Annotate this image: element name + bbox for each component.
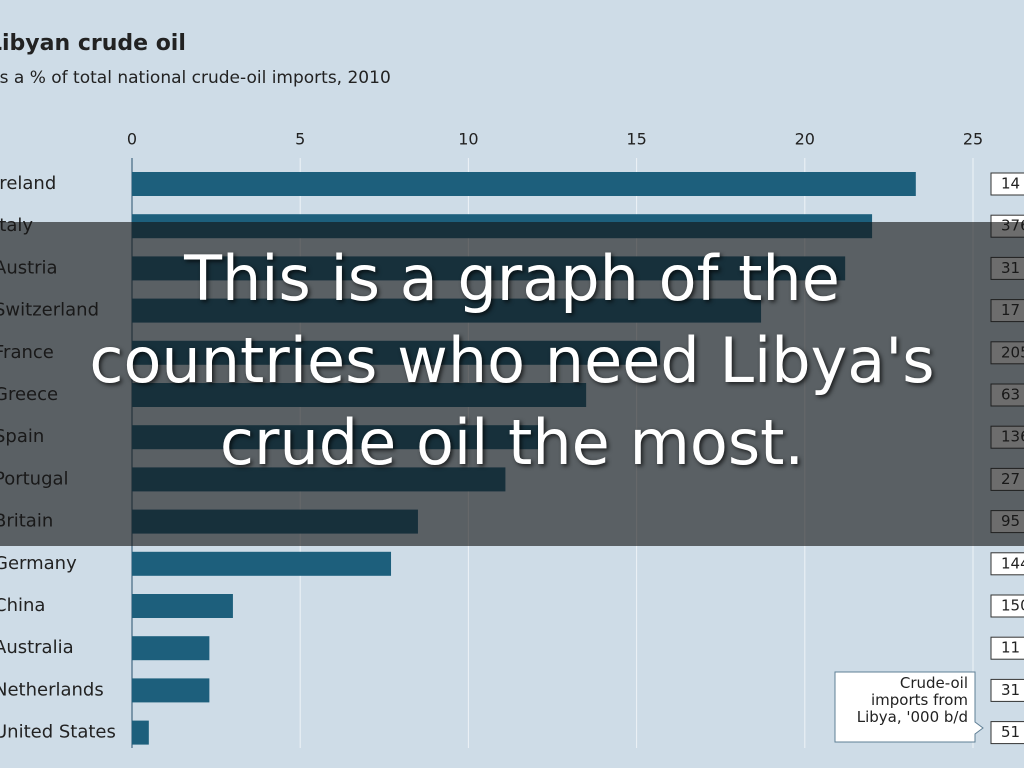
import-box — [990, 594, 1024, 618]
legend-callout: Crude-oil imports from Libya, '000 b/d — [834, 671, 984, 743]
import-value: 14 — [1001, 175, 1020, 193]
import-value: 144 — [1001, 554, 1024, 572]
bar — [132, 594, 233, 618]
import-box — [990, 636, 1024, 660]
caption: This is a graph of the countries who nee… — [89, 242, 935, 479]
y-tick-label: Germany — [0, 553, 77, 574]
y-tick-label: Ireland — [0, 173, 56, 194]
callout-box — [834, 671, 984, 743]
y-tick-label: Australia — [0, 637, 74, 658]
bar — [132, 636, 210, 661]
x-tick-label: 5 — [295, 130, 305, 149]
import-box — [990, 678, 1024, 702]
import-box — [990, 721, 1024, 745]
import-value: 51 — [1001, 723, 1020, 741]
bar — [132, 678, 210, 703]
chart-subtitle: As a % of total national crude-oil impor… — [0, 68, 391, 88]
x-tick-label: 0 — [127, 130, 137, 149]
callout-text-box: Crude-oil imports from Libya, '000 b/d — [856, 675, 968, 726]
import-box — [990, 172, 1024, 196]
bar — [132, 720, 149, 745]
import-box — [990, 552, 1024, 576]
bar — [132, 551, 392, 576]
x-tick-label: 25 — [963, 130, 983, 149]
import-value: 11 — [1001, 639, 1020, 657]
x-tick-label: 10 — [458, 130, 478, 149]
y-tick-label: China — [0, 595, 45, 616]
import-value: 150 — [1001, 597, 1024, 615]
callout-text: Crude-oil imports from Libya, '000 b/d — [856, 675, 968, 726]
y-tick-label: Netherlands — [0, 679, 104, 700]
y-tick-label: United States — [0, 722, 116, 743]
import-value: 31 — [1001, 681, 1020, 699]
x-tick-label: 20 — [795, 130, 815, 149]
x-tick-label: 15 — [626, 130, 646, 149]
caption-band — [0, 222, 1024, 546]
chart-title: Libyan crude oil — [0, 31, 186, 56]
bar — [132, 172, 916, 196]
